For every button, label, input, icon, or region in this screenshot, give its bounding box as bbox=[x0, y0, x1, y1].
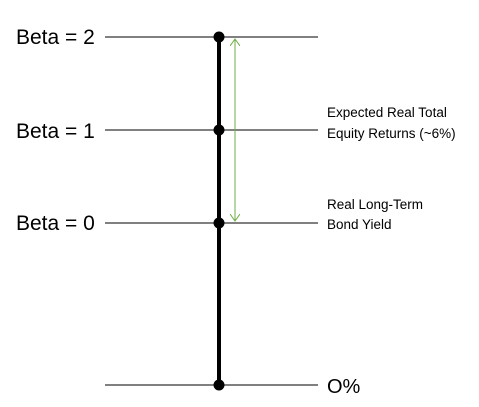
beta-2-label: Beta = 2 bbox=[16, 26, 95, 49]
bond-yield-label-line2: Bond Yield bbox=[327, 217, 392, 232]
beta-2-dot bbox=[213, 31, 225, 43]
beta-0-dot bbox=[213, 217, 225, 229]
equity-return-label-line1: Expected Real Total bbox=[327, 105, 447, 120]
bond-yield-label-line1: Real Long-Term bbox=[327, 197, 423, 212]
beta-0-label: Beta = 0 bbox=[16, 212, 95, 235]
beta-1-dot bbox=[213, 124, 225, 136]
beta-1-label: Beta = 1 bbox=[16, 120, 95, 143]
zero-dot bbox=[213, 379, 225, 391]
zero-percent-label: O% bbox=[327, 376, 361, 398]
equity-return-label-line2: Equity Returns (~6%) bbox=[327, 126, 456, 141]
